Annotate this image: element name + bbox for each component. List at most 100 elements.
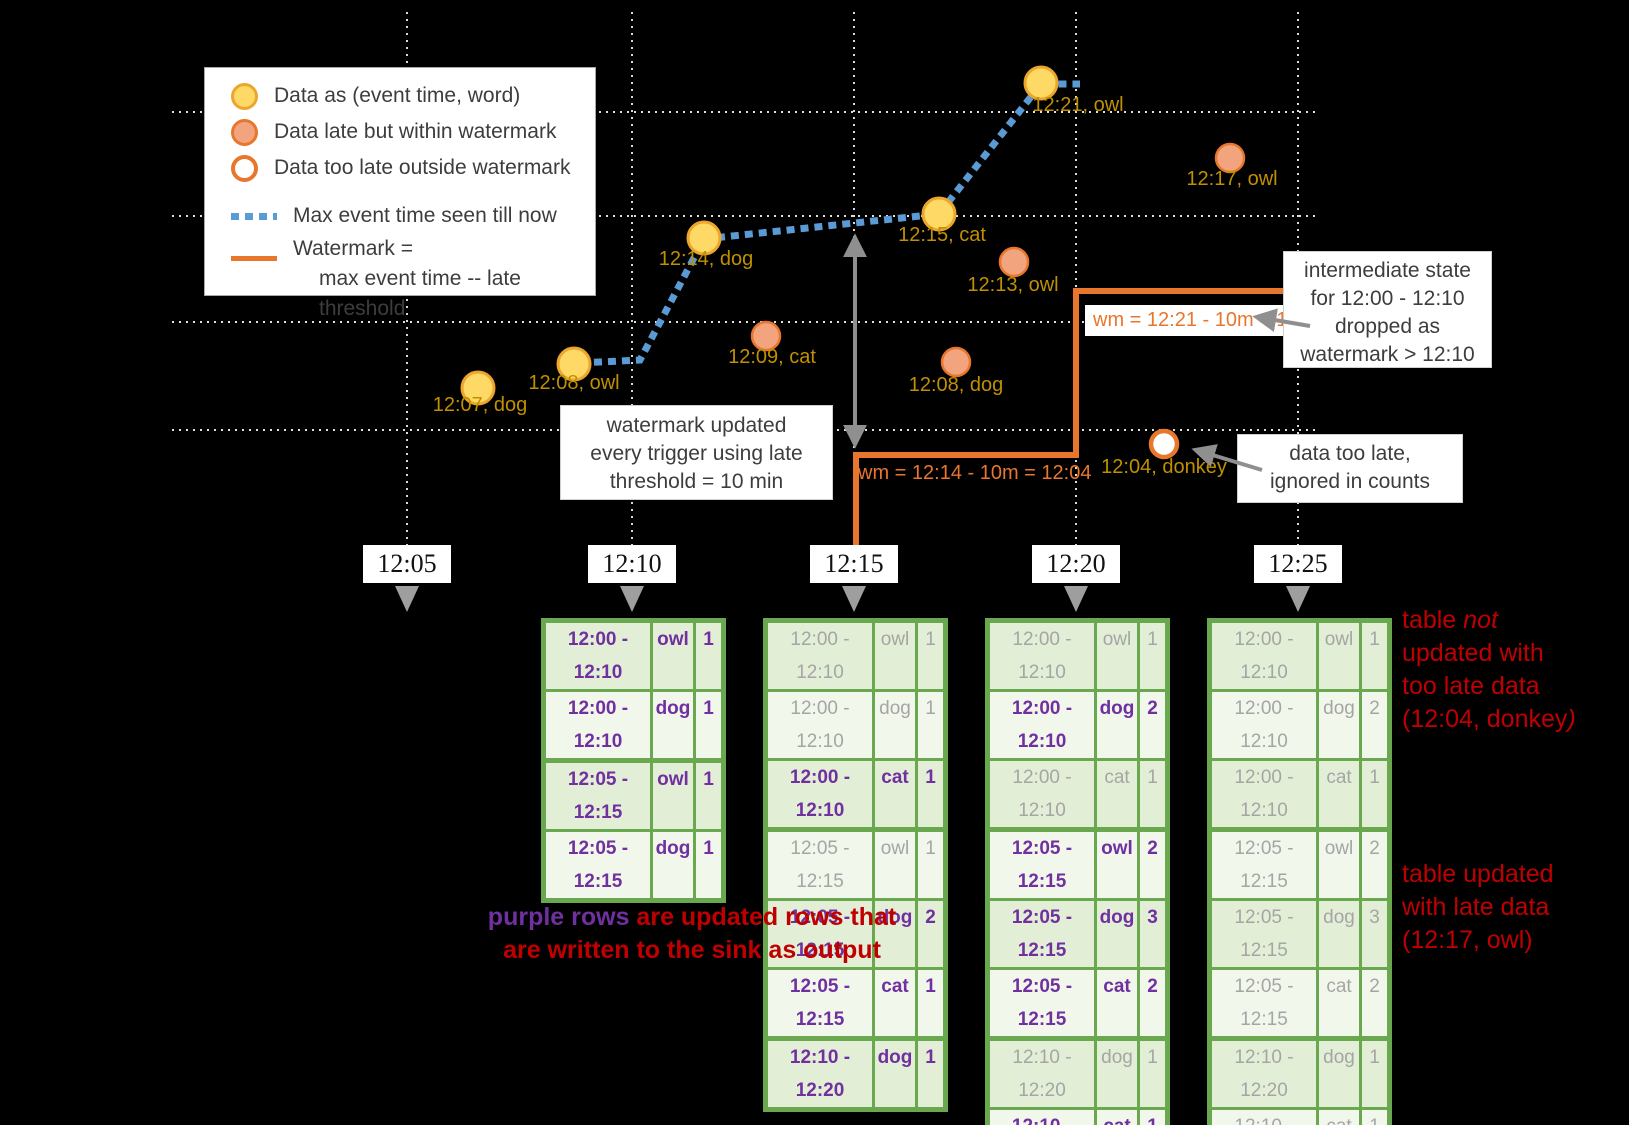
table-row: 12:00 - 12:10 cat 1 xyxy=(768,761,943,827)
cell-word: dog xyxy=(1319,1041,1359,1107)
cell-window: 12:05 - 12:15 xyxy=(768,901,872,967)
cell-count: 1 xyxy=(918,623,943,689)
cell-window: 12:05 - 12:15 xyxy=(990,832,1094,898)
ontime-dot-icon xyxy=(231,82,258,110)
note-line: every trigger using late xyxy=(590,442,803,465)
note-line: ignored in counts xyxy=(1270,470,1430,493)
note-line: data too late, xyxy=(1289,442,1411,465)
table-row: 12:00 - 12:10 owl 1 xyxy=(768,623,943,689)
cell-word: dog xyxy=(1097,692,1137,758)
time-label-1215: 12:15 xyxy=(810,545,898,583)
cell-count: 1 xyxy=(1362,761,1387,827)
trigger-arrowheads xyxy=(395,586,1310,612)
time-label-1220: 12:20 xyxy=(1032,545,1120,583)
legend-label: Max event time seen till now xyxy=(293,204,557,227)
cell-window: 12:00 - 12:10 xyxy=(1212,692,1316,758)
cell-word: owl xyxy=(653,623,693,689)
legend: Data as (event time, word) Data late but… xyxy=(204,67,596,320)
table-row: 12:00 - 12:10 cat 1 xyxy=(1212,761,1387,827)
cell-window: 12:10 - 12:20 xyxy=(1212,1110,1316,1125)
cell-count: 1 xyxy=(1140,1110,1165,1125)
note-line: updated with xyxy=(1402,639,1544,667)
cell-word: dog xyxy=(653,692,693,758)
point-label: 12:15, cat xyxy=(898,224,986,246)
note-line: watermark updated xyxy=(606,414,787,437)
cell-count: 1 xyxy=(1140,1041,1165,1107)
cell-count: 1 xyxy=(918,970,943,1036)
point-label: 12:14, dog xyxy=(658,248,754,270)
result-table-1215: 12:00 - 12:10 owl 1 12:00 - 12:10 dog 1 12:00 … xyxy=(763,618,948,1112)
table-row: 12:00 - 12:10 dog 1 xyxy=(768,692,943,758)
dotted-line-icon xyxy=(231,212,277,220)
cell-count: 1 xyxy=(918,1041,943,1107)
table-row: 12:05 - 12:15 cat 2 xyxy=(990,970,1165,1036)
cell-count: 1 xyxy=(696,623,721,689)
cell-word: owl xyxy=(1097,832,1137,898)
too-late-note-box: data too late, ignored in counts xyxy=(1237,434,1463,503)
purple-rows-label: purple rows xyxy=(487,903,630,931)
legend-item-max-event: Max event time seen till now xyxy=(231,198,595,234)
table-row: 12:05 - 12:15 dog 2 xyxy=(768,901,943,967)
table-row: 12:10 - 12:20 dog 1 xyxy=(1212,1041,1387,1107)
legend-label: Data as (event time, word) xyxy=(274,84,521,107)
data-point-toolate xyxy=(1148,428,1180,460)
cell-window: 12:00 - 12:10 xyxy=(1212,623,1316,689)
cell-count: 1 xyxy=(696,692,721,758)
cell-count: 1 xyxy=(1140,761,1165,827)
legend-item-watermark: Watermark = max event time -- late thres… xyxy=(231,234,595,324)
cell-word: dog xyxy=(875,1041,915,1107)
table-row: 12:05 - 12:15 dog 1 xyxy=(546,832,721,898)
cell-count: 3 xyxy=(1140,901,1165,967)
cell-window: 12:05 - 12:15 xyxy=(768,970,872,1036)
note-line: are updated rows that xyxy=(629,903,897,931)
cell-count: 2 xyxy=(1140,832,1165,898)
max-event-time-line xyxy=(579,80,1080,367)
note-line: table not xyxy=(1402,606,1498,634)
cell-window: 12:05 - 12:15 xyxy=(990,970,1094,1036)
cell-window: 12:00 - 12:10 xyxy=(768,761,872,827)
note-line: dropped as xyxy=(1334,315,1441,338)
cell-window: 12:00 - 12:10 xyxy=(990,761,1094,827)
note-line: with late data xyxy=(1402,893,1550,921)
cell-window: 12:10 - 12:20 xyxy=(768,1041,872,1107)
cell-word: cat xyxy=(1319,761,1359,827)
legend-label: Data late but within watermark xyxy=(274,120,557,143)
cell-window: 12:10 - 12:20 xyxy=(1212,1041,1316,1107)
cell-word: cat xyxy=(875,761,915,827)
result-table-1220: 12:00 - 12:10 owl 1 12:00 - 12:10 dog 2 12:00 … xyxy=(985,618,1170,1125)
cell-window: 12:00 - 12:10 xyxy=(1212,761,1316,827)
point-label: 12:08, owl xyxy=(528,372,620,394)
cell-window: 12:05 - 12:15 xyxy=(546,832,650,898)
point-label: 12:09, cat xyxy=(728,346,816,368)
late-dot-icon xyxy=(231,118,258,146)
not-updated-note: table not updated with too late data (12… xyxy=(1402,604,1576,736)
table-row: 12:10 - 12:20cat1 xyxy=(990,1110,1165,1125)
table-row: 12:00 - 12:10 owl 1 xyxy=(1212,623,1387,689)
dropped-state-note-box: intermediate state for 12:00 - 12:10 dro… xyxy=(1283,251,1492,368)
table-row: 12:05 - 12:15 owl 1 xyxy=(546,763,721,829)
cell-word: dog xyxy=(1319,901,1359,967)
cell-word: owl xyxy=(1319,832,1359,898)
table-row: 12:05 - 12:15 dog 3 xyxy=(1212,901,1387,967)
cell-count: 2 xyxy=(918,901,943,967)
data-point-late xyxy=(940,346,972,378)
note-line: are written to the sink as output xyxy=(503,936,881,964)
table-row: 12:05 - 12:15 owl 2 xyxy=(1212,832,1387,898)
table-row: 12:10 - 12:20cat1 xyxy=(1212,1110,1387,1125)
point-label: 12:07, dog xyxy=(432,394,528,416)
note-line: too late data xyxy=(1402,672,1540,700)
time-label-1210: 12:10 xyxy=(588,545,676,583)
cell-count: 1 xyxy=(918,761,943,827)
table-row: 12:05 - 12:15 dog 3 xyxy=(990,901,1165,967)
cell-count: 1 xyxy=(1362,1110,1387,1125)
orange-line-icon xyxy=(231,256,277,261)
cell-count: 1 xyxy=(1362,1041,1387,1107)
cell-window: 12:05 - 12:15 xyxy=(1212,970,1316,1036)
cell-count: 2 xyxy=(1140,970,1165,1036)
cell-word: cat xyxy=(1097,761,1137,827)
table-row: 12:05 - 12:15 owl 2 xyxy=(990,832,1165,898)
cell-word: dog xyxy=(1097,1041,1137,1107)
cell-count: 2 xyxy=(1362,692,1387,758)
note-line: watermark > 12:10 xyxy=(1300,343,1475,366)
